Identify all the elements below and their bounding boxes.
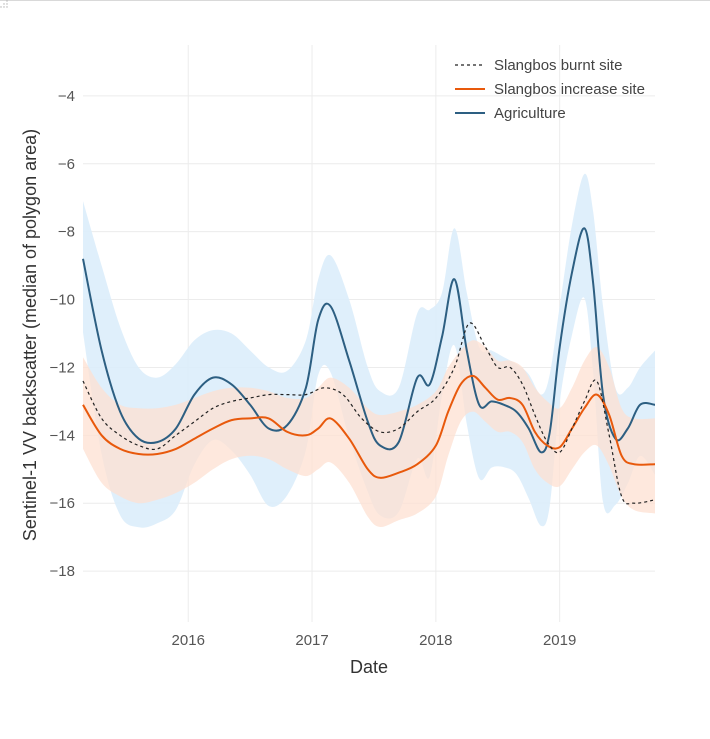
legend-item-burnt[interactable]: Slangbos burnt site — [455, 57, 622, 74]
legend-item-increase[interactable]: Slangbos increase site — [455, 81, 645, 98]
window-top-border — [0, 0, 710, 1]
resize-grip-icon[interactable] — [0, 0, 8, 8]
legend-label-agriculture: Agriculture — [494, 105, 566, 122]
legend[interactable]: Slangbos burnt site Slangbos increase si… — [455, 57, 645, 122]
y-tick-label: −14 — [50, 427, 75, 444]
y-tick-label: −16 — [50, 495, 75, 512]
tick-labels: −18 −16 −14 −12 −10 −8 −6 −4 2016 2017 2018 2019 — [50, 88, 577, 649]
x-tick-label: 2017 — [295, 632, 328, 649]
series-lines — [82, 227, 656, 505]
x-tick-label: 2018 — [419, 632, 452, 649]
y-tick-label: −18 — [50, 563, 75, 580]
increase-band — [83, 340, 655, 528]
x-tick-label: 2016 — [172, 632, 205, 649]
legend-label-burnt: Slangbos burnt site — [494, 57, 622, 74]
y-tick-label: −4 — [58, 88, 75, 105]
y-tick-label: −12 — [50, 359, 75, 376]
series-line-agriculture — [82, 227, 656, 454]
y-axis-title: Sentinel-1 VV backscatter (median of pol… — [20, 129, 40, 541]
legend-item-agriculture[interactable]: Agriculture — [455, 105, 566, 122]
y-tick-label: −6 — [58, 156, 75, 173]
series-line-burnt — [82, 322, 656, 505]
y-tick-label: −10 — [50, 292, 75, 309]
x-tick-label: 2019 — [543, 632, 576, 649]
legend-label-increase: Slangbos increase site — [494, 81, 645, 98]
x-axis-title: Date — [350, 657, 388, 677]
uncertainty-bands — [83, 173, 655, 528]
y-tick-label: −8 — [58, 224, 75, 241]
